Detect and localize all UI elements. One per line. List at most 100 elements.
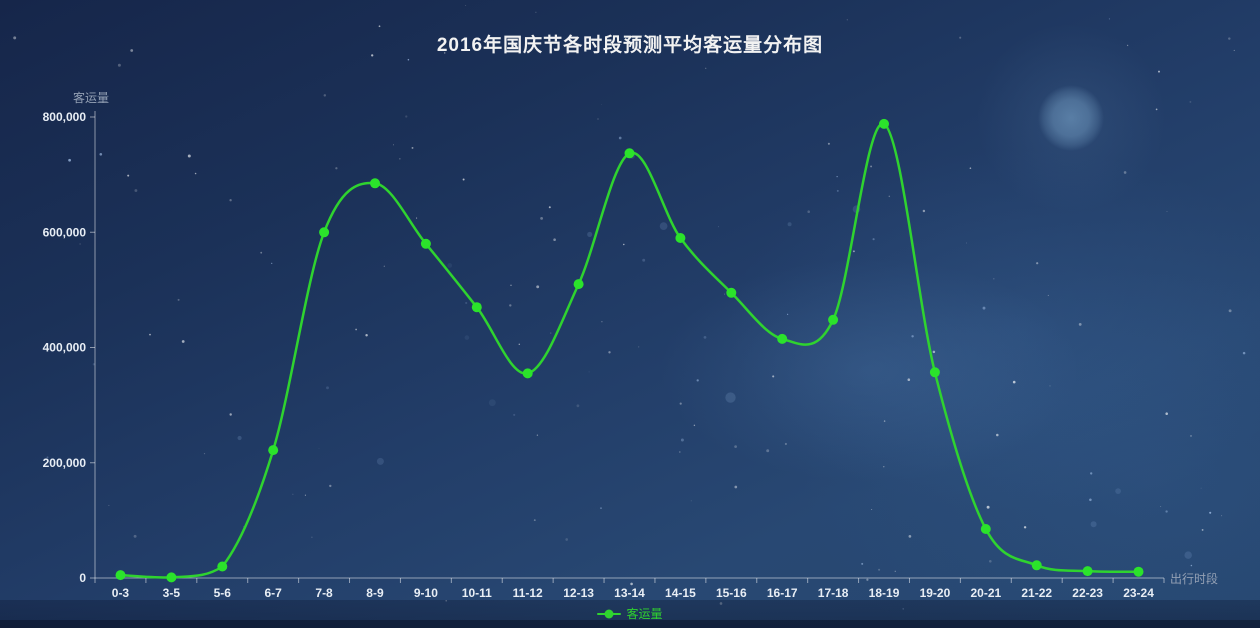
star-dot [894, 570, 896, 572]
star-dot [996, 433, 999, 437]
star-dot [518, 343, 521, 346]
chart-title: 2016年国庆节各时段预测平均客运量分布图 [436, 35, 824, 56]
star-dot [878, 568, 881, 571]
star-dot [134, 189, 138, 192]
star-dot [908, 535, 912, 538]
star-dot [1242, 351, 1246, 355]
star-dot [399, 158, 401, 160]
star-dot [548, 206, 551, 209]
series-line [119, 122, 1140, 579]
data-point[interactable] [1082, 566, 1093, 577]
star-dot [1089, 498, 1092, 502]
star-dot [130, 49, 134, 52]
x-tick-label: 23-24 [1123, 586, 1154, 600]
star-dot [1155, 108, 1158, 111]
x-tick-label: 17-18 [818, 586, 849, 600]
data-point[interactable] [726, 287, 737, 298]
data-point[interactable] [268, 445, 279, 456]
star-dot [1160, 506, 1162, 507]
star-dot [772, 375, 775, 378]
star-dot [852, 250, 855, 253]
star-dot [465, 5, 467, 6]
star-dot [618, 136, 622, 140]
star-dot [861, 562, 864, 565]
data-point[interactable] [1031, 560, 1042, 571]
data-point[interactable] [879, 118, 889, 129]
star-dot [393, 144, 395, 146]
star-dot [907, 378, 911, 382]
star-dot [601, 321, 603, 323]
star-dot [703, 336, 707, 339]
star-dot [969, 167, 972, 169]
star-dot [536, 434, 539, 436]
star-dot [993, 277, 995, 280]
star-dot [836, 189, 839, 192]
star-dot [1228, 37, 1231, 40]
star-dot [1221, 515, 1223, 517]
star-dot [177, 298, 180, 301]
star-dot [243, 526, 244, 528]
data-point[interactable] [777, 333, 788, 344]
star-dot [922, 209, 926, 213]
star-glow [237, 435, 242, 441]
star-dot [597, 118, 599, 120]
star-dot [462, 178, 465, 181]
star-dot [323, 94, 327, 97]
star-dot [872, 238, 875, 241]
star-dot [1201, 528, 1204, 531]
star-dot [540, 216, 544, 220]
y-tick-label: 600,000 [43, 225, 87, 239]
star-dot [536, 285, 540, 289]
legend-item[interactable]: 客运量 [0, 605, 1260, 622]
data-point[interactable] [573, 279, 584, 290]
star-dot [642, 258, 646, 262]
data-point[interactable] [828, 314, 839, 325]
star-dot [902, 608, 904, 610]
star-dot [982, 306, 986, 310]
star-dot [1228, 309, 1232, 313]
x-tick-label: 11-12 [513, 586, 543, 600]
star-glow [725, 392, 736, 403]
data-point[interactable] [929, 367, 940, 378]
data-point[interactable] [115, 570, 126, 581]
star-dot [326, 386, 329, 390]
data-point[interactable] [471, 302, 482, 313]
data-point[interactable] [319, 227, 330, 238]
star-dot [416, 217, 418, 219]
data-point[interactable] [166, 572, 177, 583]
star-dot [378, 25, 381, 28]
star-dot [959, 36, 962, 39]
data-point[interactable] [217, 561, 228, 572]
data-point[interactable] [522, 368, 533, 379]
star-dot [365, 334, 368, 337]
star-dot [784, 442, 787, 446]
star-dot [1012, 380, 1016, 384]
star-dot [807, 210, 810, 213]
star-dot [1209, 511, 1212, 514]
data-point[interactable] [624, 148, 635, 159]
star-dot [535, 11, 537, 13]
data-point[interactable] [370, 178, 380, 189]
star-dot [79, 243, 81, 245]
data-point[interactable] [675, 233, 686, 243]
star-dot [642, 34, 644, 36]
star-dot [1047, 294, 1049, 296]
star-glow [1090, 521, 1097, 528]
star-dot [1049, 385, 1051, 387]
star-dot [1233, 49, 1235, 51]
x-tick-label: 19-20 [920, 586, 951, 600]
star-dot [638, 346, 640, 348]
y-tick-label: 400,000 [43, 341, 87, 355]
legend-label: 客运量 [626, 607, 663, 621]
star-dot [194, 172, 197, 175]
star-glow [376, 457, 384, 465]
x-tick-label: 10-11 [462, 586, 492, 600]
data-point[interactable] [1133, 566, 1144, 577]
star-dot [988, 559, 992, 563]
x-tick-label: 9-10 [414, 586, 438, 600]
star-dot [693, 424, 696, 427]
star-glow [488, 399, 496, 407]
data-point[interactable] [420, 238, 431, 249]
data-point[interactable] [980, 524, 991, 534]
